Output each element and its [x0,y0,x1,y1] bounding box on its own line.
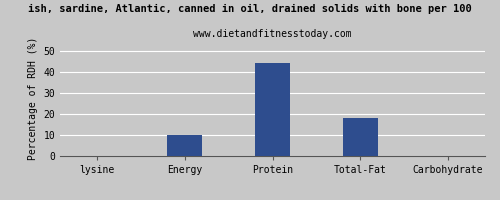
Bar [342,118,378,156]
Y-axis label: Percentage of RDH (%): Percentage of RDH (%) [28,36,38,160]
Text: ish, sardine, Atlantic, canned in oil, drained solids with bone per 100: ish, sardine, Atlantic, canned in oil, d… [28,4,472,14]
Title: www.dietandfitnesstoday.com: www.dietandfitnesstoday.com [193,29,352,39]
Bar [255,63,290,156]
Bar [167,135,202,156]
